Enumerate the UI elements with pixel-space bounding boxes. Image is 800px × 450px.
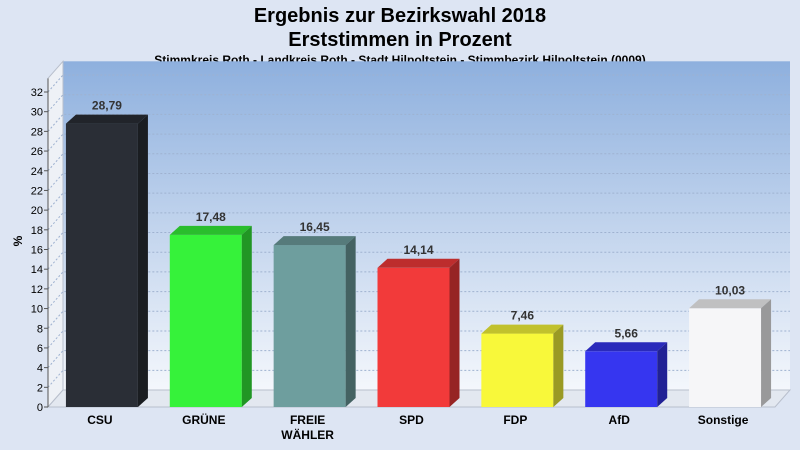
y-tick-label: 22 [31,185,43,197]
bar-top [585,342,668,352]
bar-value-label: 14,14 [403,243,433,257]
bar-front [65,123,138,407]
x-category-label: SPD [399,413,424,427]
y-tick-label: 10 [31,304,43,316]
bar-top [689,299,772,309]
x-category-label-line: FREIE [290,413,325,427]
bar-side [761,299,772,407]
bar-front [273,245,346,407]
x-category-label: AfD [609,413,631,427]
bar-side [241,225,252,407]
y-tick-label: 20 [31,205,43,217]
x-category-label-line: Sonstige [698,413,749,427]
bar-side [553,324,564,407]
bar [377,258,460,407]
bar-value-label: 17,48 [196,210,226,224]
bar-top [65,114,148,124]
y-tick-label: 14 [31,264,43,276]
x-category-label-line: SPD [399,413,424,427]
chart-title-line-1: Ergebnis zur Bezirkswahl 2018 [253,5,547,27]
x-category-label: Sonstige [698,413,749,427]
x-category-label-line: CSU [87,413,112,427]
bars [65,114,772,407]
bar-value-label: 7,46 [511,309,535,323]
y-tick-label: 18 [31,225,43,237]
bar-front [689,308,762,407]
bar-top [377,258,460,268]
x-category-label-line: GRÜNE [182,412,225,427]
y-tick-label: 12 [31,284,43,296]
bar-value-label: 5,66 [615,326,639,340]
bar [273,236,356,407]
chart-title-line-2: Erststimmen in Prozent [288,29,512,51]
y-tick-label: 24 [31,166,43,178]
bar [689,299,772,407]
bar-front [169,234,242,407]
plot-side-wall [47,59,64,409]
bar [481,324,564,407]
y-tick-label: 2 [37,382,43,394]
x-category-label: FDP [503,413,527,427]
y-tick-label: 8 [37,323,43,335]
y-tick-label: 32 [31,87,43,99]
y-axis-label: % [11,235,25,246]
x-category-label: CSU [87,413,112,427]
labels: 28,79 CSU 17,48 GRÜNE 16,45 FREIE WÄHLER 14,14 S… [87,99,748,442]
bar-value-label: 28,79 [92,99,122,113]
bar-top [169,225,252,235]
bar [65,114,148,407]
bar [169,225,252,407]
y-tick-label: 4 [37,363,43,375]
bar-side [345,236,356,407]
y-tick-label: 30 [31,107,43,119]
y-tick-label: 26 [31,146,43,158]
y-tick-label: 6 [37,343,43,355]
bar-front [377,267,450,407]
bar [585,342,668,407]
y-tick-label: 0 [37,402,43,414]
bar-front [481,333,554,407]
bar-side [657,342,668,407]
x-category-label-line: AfD [609,413,631,427]
bar-side [449,258,460,407]
bar-value-label: 10,03 [715,283,745,297]
y-tick-label: 16 [31,245,43,257]
bar-top [273,236,356,246]
bar-side [137,114,148,407]
bar-top [481,324,564,334]
x-category-label-line: WÄHLER [281,427,334,442]
bar-front [585,351,658,407]
x-category-label: GRÜNE [182,412,225,427]
x-category-label: FREIE WÄHLER [281,413,334,442]
y-tick-label: 28 [31,126,43,138]
x-category-label-line: FDP [503,413,527,427]
bar-value-label: 16,45 [300,220,330,234]
